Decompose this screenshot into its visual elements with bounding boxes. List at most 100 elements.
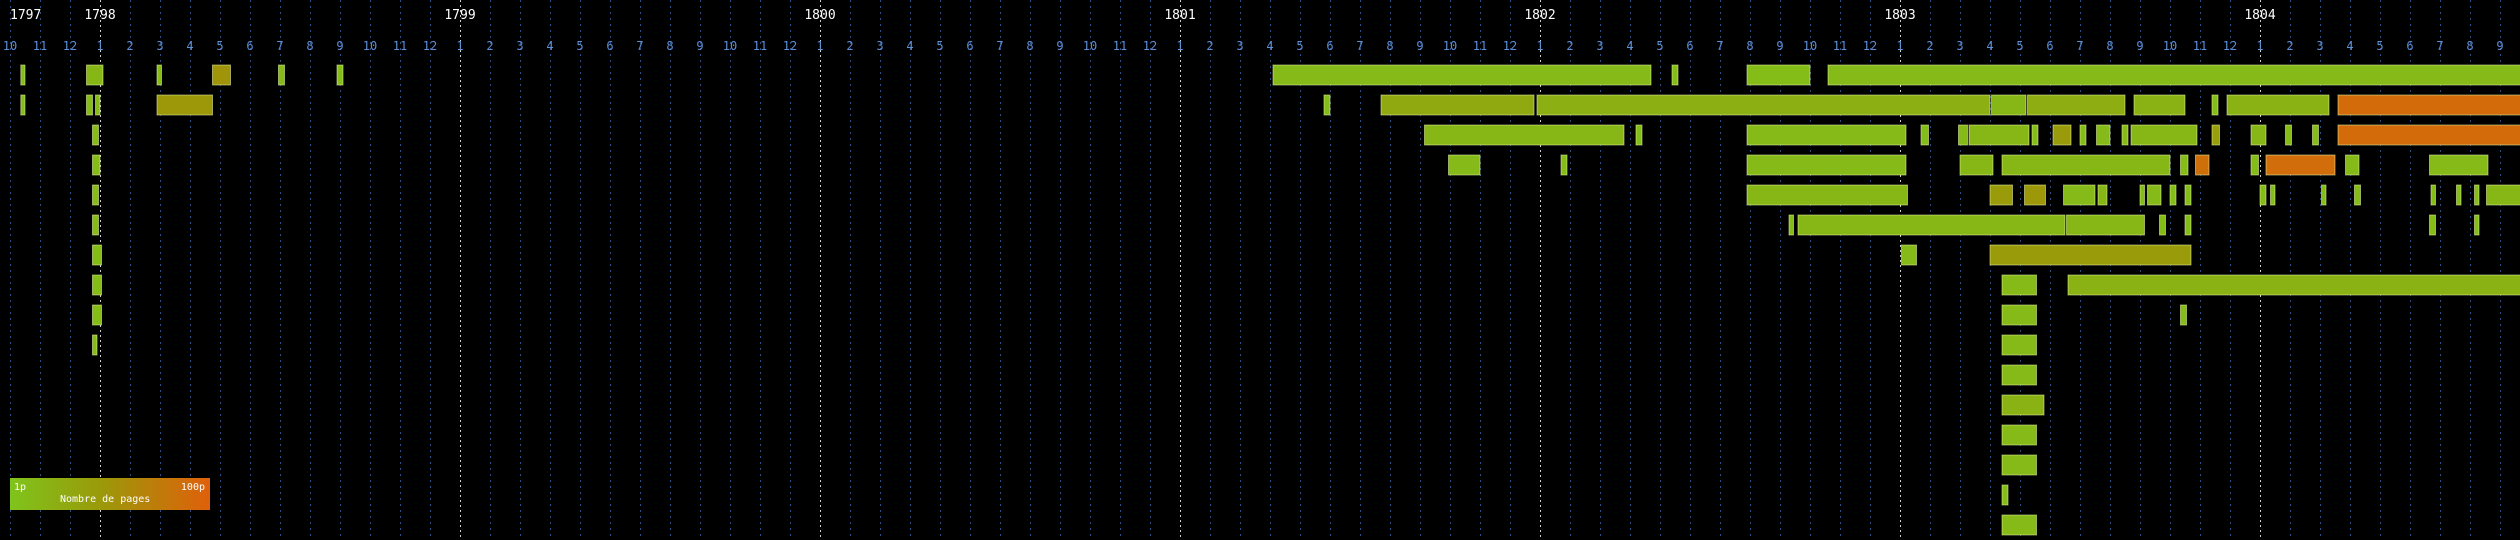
year-label: 1803: [1884, 8, 1915, 23]
timeline-bar: [86, 94, 93, 116]
month-tick-label: 12: [63, 39, 77, 53]
month-tick-label: 4: [546, 39, 553, 53]
legend-title: Nombre de pages: [60, 494, 150, 505]
month-axis: 10 11 12 1 2 3 4 5 6 7 8 9 10 11 12 1 2 3 4 5 6 7 8 9 10 11 12 1 2 3 4…: [3, 39, 2504, 53]
month-tick-label: 2: [1926, 39, 1933, 53]
timeline-bar: [2001, 394, 2045, 416]
month-tick-label: 1: [816, 39, 823, 53]
month-tick-label: 3: [516, 39, 523, 53]
month-tick-label: 4: [2346, 39, 2353, 53]
month-tick-label: 5: [2376, 39, 2383, 53]
month-tick-label: 3: [156, 39, 163, 53]
month-tick-label: 7: [2076, 39, 2083, 53]
month-tick-label: 3: [1956, 39, 1963, 53]
timeline-bar: [2001, 424, 2037, 446]
timeline-bar: [92, 244, 102, 266]
month-tick-label: 6: [1326, 39, 1333, 53]
timeline-bar: [86, 64, 104, 86]
month-tick-label: 9: [2496, 39, 2503, 53]
month-tick-label: 3: [2316, 39, 2323, 53]
timeline-bar: [1968, 124, 2030, 146]
timeline-bar: [1448, 154, 1481, 176]
timeline-bar: [2001, 334, 2037, 356]
month-tick-label: 10: [1083, 39, 1097, 53]
month-tick-label: 6: [966, 39, 973, 53]
timeline-bar: [2001, 154, 2171, 176]
month-tick-label: 11: [753, 39, 767, 53]
timeline-bar: [2147, 184, 2162, 206]
month-tick-label: 7: [1356, 39, 1363, 53]
timeline-bar: [2226, 94, 2330, 116]
timeline-bar: [1272, 64, 1652, 86]
timeline-bar: [2184, 214, 2192, 236]
timeline-bar: [2429, 214, 2436, 236]
timeline-bar: [1323, 94, 1331, 116]
legend: 1p 100p Nombre de pages: [10, 478, 210, 510]
timeline-bar: [95, 94, 101, 116]
timeline-bar: [2337, 124, 2520, 146]
timeline-bar: [156, 94, 213, 116]
timeline-bar: [336, 64, 344, 86]
month-tick-label: 9: [336, 39, 343, 53]
month-tick-label: 9: [696, 39, 703, 53]
timeline-bar: [2211, 94, 2219, 116]
month-tick-label: 1: [456, 39, 463, 53]
timeline-bar: [2001, 514, 2037, 536]
month-tick-label: 12: [2223, 39, 2237, 53]
year-label: 1798: [84, 8, 115, 23]
timeline-bar: [2474, 214, 2480, 236]
timeline-bar: [278, 64, 285, 86]
timeline-bar: [20, 94, 26, 116]
timeline-bar: [2250, 154, 2259, 176]
timeline-bar: [92, 184, 99, 206]
timeline-bar: [1746, 64, 1811, 86]
year-label: 1800: [804, 8, 835, 23]
month-tick-label: 6: [2046, 39, 2053, 53]
timeline-bar: [2211, 124, 2220, 146]
timeline-bar: [1560, 154, 1568, 176]
timeline-bar: [2139, 184, 2145, 206]
timeline-bar: [1424, 124, 1625, 146]
month-tick-label: 9: [2136, 39, 2143, 53]
timeline-bar: [2001, 304, 2037, 326]
month-tick-label: 7: [996, 39, 1003, 53]
timeline-bar: [1380, 94, 1535, 116]
timeline-bar: [2180, 154, 2189, 176]
month-tick-label: 9: [1416, 39, 1423, 53]
legend-max-label: 100p: [181, 482, 205, 493]
timeline-bar: [2285, 124, 2292, 146]
timeline-bars: [20, 64, 2520, 536]
timeline-bar: [2169, 184, 2177, 206]
timeline-bar: [2259, 184, 2267, 206]
timeline-bar: [2159, 214, 2166, 236]
timeline-bar: [92, 304, 102, 326]
timeline-bar: [2430, 184, 2436, 206]
timeline-bar: [92, 124, 99, 146]
month-tick-label: 10: [723, 39, 737, 53]
timeline-bar: [20, 64, 26, 86]
month-tick-label: 1: [1536, 39, 1543, 53]
month-tick-label: 8: [1026, 39, 1033, 53]
month-tick-label: 5: [216, 39, 223, 53]
timeline-bar: [92, 154, 101, 176]
timeline-bar: [2250, 124, 2267, 146]
timeline-bar: [2270, 184, 2276, 206]
timeline-bar: [2337, 94, 2520, 116]
month-tick-label: 4: [906, 39, 913, 53]
month-tick-label: 10: [3, 39, 17, 53]
month-tick-label: 11: [1473, 39, 1487, 53]
month-tick-label: 11: [1833, 39, 1847, 53]
timeline-bar: [2052, 124, 2072, 146]
month-tick-label: 2: [2286, 39, 2293, 53]
timeline-bar: [2024, 184, 2046, 206]
month-tick-label: 2: [126, 39, 133, 53]
timeline-bar: [1635, 124, 1643, 146]
month-tick-label: 11: [33, 39, 47, 53]
month-tick-label: 7: [1716, 39, 1723, 53]
year-label: 1797: [10, 8, 41, 23]
timeline-bar: [2079, 124, 2087, 146]
timeline-bar: [1797, 214, 2066, 236]
timeline-bar: [2474, 184, 2480, 206]
year-label: 1799: [444, 8, 475, 23]
